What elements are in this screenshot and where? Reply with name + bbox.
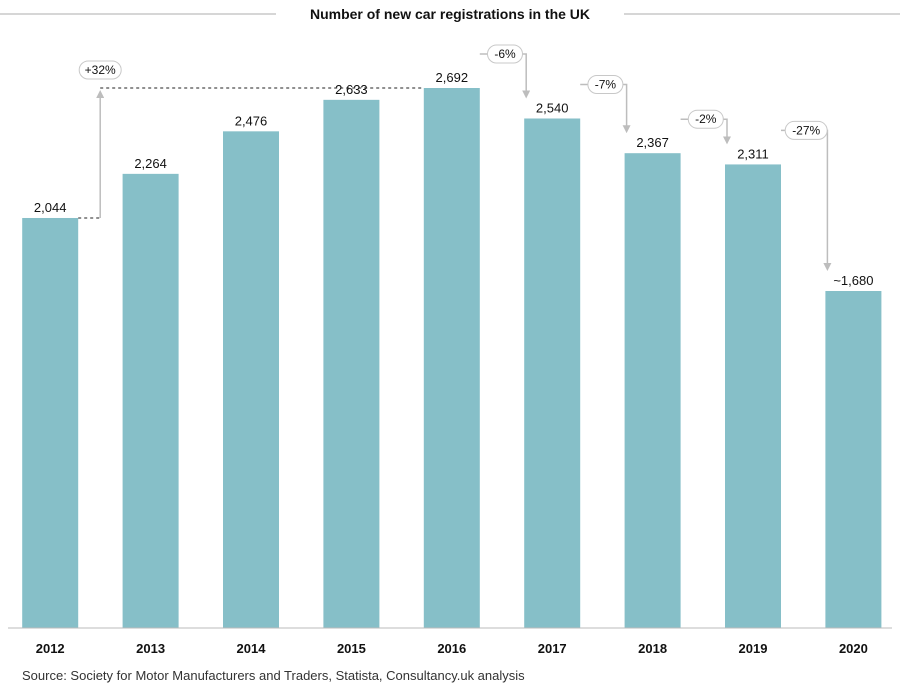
bar-2020 (825, 291, 882, 628)
value-label-2018: 2,367 (636, 135, 669, 150)
annotation-2017-2018-label: -7% (595, 77, 617, 91)
chart-title: Number of new car registrations in the U… (310, 6, 590, 22)
bar-2014 (223, 131, 279, 629)
annotation-2012-2016-label: +32% (85, 63, 116, 77)
value-label-2015: 2,633 (335, 82, 368, 97)
annotation-2019-2020-bubble (784, 120, 828, 140)
x-tick-2015: 2015 (337, 641, 366, 656)
annotation-2016-2017-bubble (487, 44, 523, 64)
annotations-layer: +32% -6% -7% -2% -27% (78, 44, 832, 272)
value-label-2017: 2,540 (536, 100, 569, 115)
annotation-2018-2019-bubble (687, 109, 724, 129)
annotation-2012-2016-bubble (78, 60, 122, 80)
bar-2016 (423, 88, 480, 628)
x-tick-2014: 2014 (237, 641, 267, 656)
value-label-2014: 2,476 (235, 113, 268, 128)
x-axis-ticks: 2012 2013 2014 2015 2016 2017 2018 2019 2020 (36, 641, 868, 656)
bars-layer: 2,044 2,264 2,476 2,633 2,692 2,540 2,367 2,311… (22, 70, 882, 629)
annotation-2018-2019-label: -2% (695, 112, 717, 126)
bar-2015 (323, 99, 380, 628)
value-label-2019: 2,311 (737, 146, 769, 161)
x-tick-2017: 2017 (538, 641, 567, 656)
value-label-2020: ~1,680 (833, 273, 873, 288)
bar-2012 (22, 217, 79, 628)
annotation-2017-2018-bubble (587, 74, 624, 94)
value-label-2012: 2,044 (34, 200, 67, 215)
value-label-2013: 2,264 (134, 156, 167, 171)
annotation-2019-2020-arrow (781, 129, 832, 272)
bar-2018 (624, 153, 681, 628)
source-note: Source: Society for Motor Manufacturers … (22, 668, 525, 683)
annotation-2019-2020-label: -27% (792, 123, 820, 137)
bar-2019 (725, 164, 781, 628)
x-tick-2012: 2012 (36, 641, 65, 656)
x-tick-2018: 2018 (638, 641, 667, 656)
x-tick-2016: 2016 (437, 641, 466, 656)
value-label-2016: 2,692 (436, 70, 469, 85)
bar-2017 (524, 118, 581, 628)
x-tick-2013: 2013 (136, 641, 165, 656)
bar-2013 (122, 173, 179, 629)
annotation-2016-2017-label: -6% (494, 47, 516, 61)
x-tick-2019: 2019 (739, 641, 768, 656)
x-tick-2020: 2020 (839, 641, 868, 656)
